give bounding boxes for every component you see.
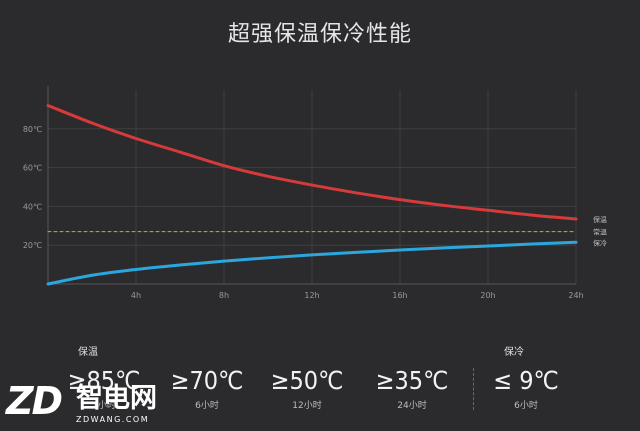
series-line [46, 104, 578, 221]
watermark-url: ZDWANG.COM [76, 415, 150, 424]
series-line [46, 240, 578, 286]
y-tick-label: 80℃ [23, 125, 42, 134]
watermark-logo: ZD [6, 379, 63, 423]
series-label: 保温 [593, 215, 607, 224]
x-tick-label: 4h [131, 291, 141, 300]
stat-item: ≥85℃ 1小时 [56, 366, 152, 411]
chart-title: 超强保温保冷性能 [227, 22, 412, 47]
stat-item: ≥50℃ 12小时 [259, 366, 355, 411]
y-tick-label: 40℃ [23, 202, 42, 211]
site-watermark: ZD 智电网 ZDWANG.COM [4, 381, 176, 427]
x-tick-label: 16h [392, 291, 407, 300]
stat-value: ≤ 9℃ [493, 366, 559, 395]
x-tick-label: 12h [304, 291, 319, 300]
stat-value: ≥35℃ [375, 366, 449, 395]
x-tick-label: 8h [219, 291, 229, 300]
chart-axes [47, 86, 576, 285]
series-label: 常温 [593, 228, 607, 237]
cold-section-label: 保冷 [504, 347, 524, 358]
stat-value: ≥85℃ [67, 366, 141, 395]
stat-time: 1小时 [92, 401, 116, 411]
y-tick-label: 60℃ [23, 164, 42, 173]
chart-series [46, 104, 578, 286]
stat-time: 12小时 [292, 401, 322, 411]
watermark-name: 智电网 [76, 383, 157, 414]
warm-section-label: 保温 [78, 347, 98, 358]
stat-item: ≥35℃ 24小时 [364, 366, 460, 411]
stat-value: ≥70℃ [170, 366, 244, 395]
section-divider [473, 368, 474, 410]
stat-time: 6小时 [514, 401, 538, 411]
stat-value: ≥50℃ [270, 366, 344, 395]
stat-time: 6小时 [195, 401, 219, 411]
x-tick-label: 24h [568, 291, 583, 300]
chart-grid [48, 90, 577, 284]
series-label: 保冷 [593, 238, 607, 247]
stat-time: 24小时 [397, 401, 427, 411]
stat-item: ≥70℃ 6小时 [159, 366, 255, 411]
y-tick-label: 20℃ [23, 241, 42, 250]
x-tick-label: 20h [480, 291, 495, 300]
stat-item: ≤ 9℃ 6小时 [478, 366, 574, 411]
